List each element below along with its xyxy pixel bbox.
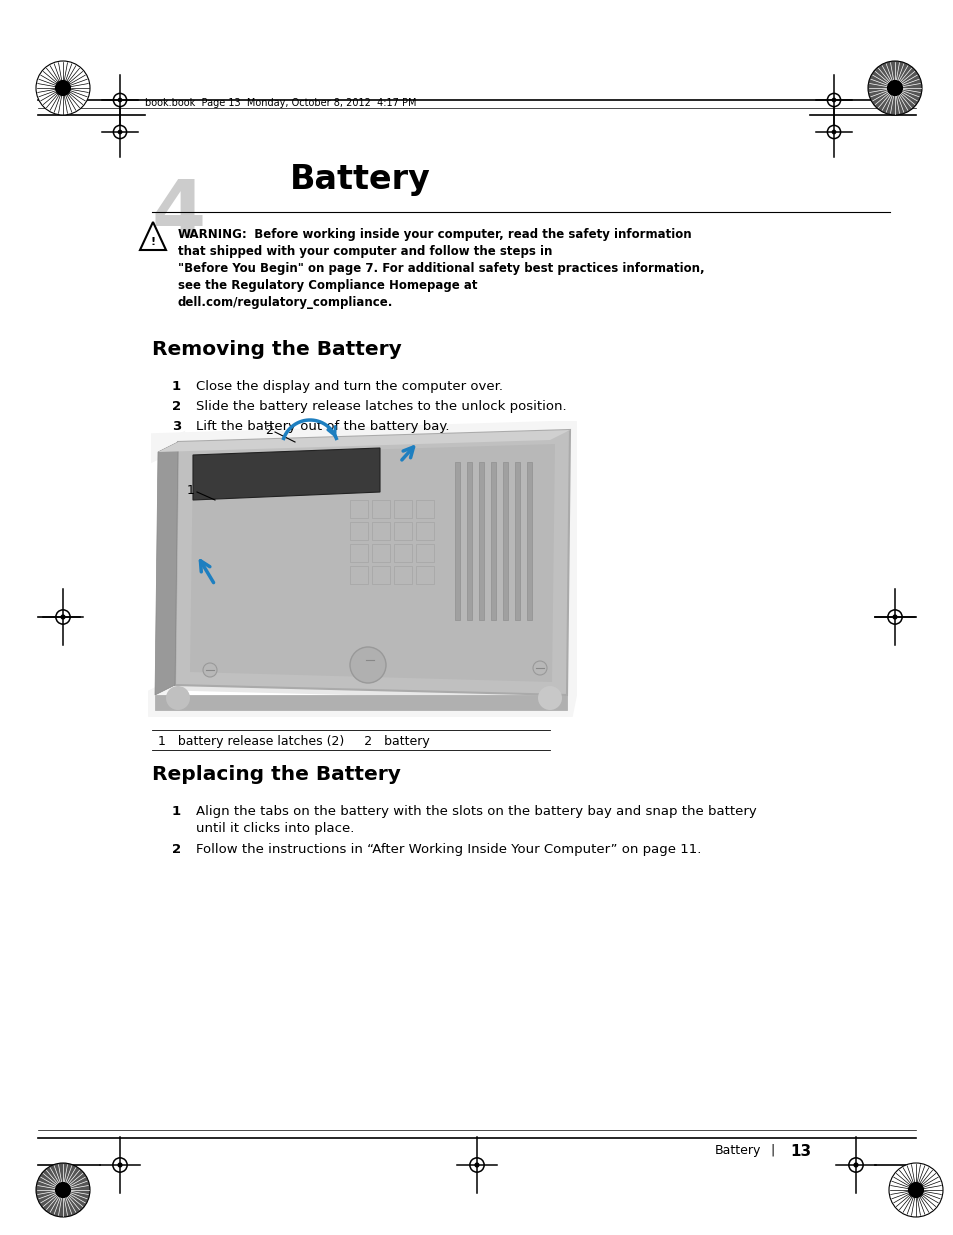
Circle shape [888,1163,942,1216]
Text: until it clicks into place.: until it clicks into place. [195,823,354,835]
Circle shape [117,98,122,103]
Text: Battery: Battery [714,1144,760,1157]
Circle shape [117,1162,123,1167]
Polygon shape [478,462,483,620]
Polygon shape [174,430,569,695]
Circle shape [363,653,376,667]
Circle shape [831,98,836,103]
Circle shape [907,1182,923,1198]
Polygon shape [193,448,379,500]
Circle shape [55,80,71,96]
Circle shape [831,130,836,135]
Polygon shape [491,462,496,620]
Text: 1   battery release latches (2)     2   battery: 1 battery release latches (2) 2 battery [158,735,429,748]
Polygon shape [455,462,459,620]
Text: Replacing the Battery: Replacing the Battery [152,764,400,784]
Text: book.book  Page 13  Monday, October 8, 2012  4:17 PM: book.book Page 13 Monday, October 8, 201… [145,98,416,107]
Text: WARNING:: WARNING: [178,228,248,241]
Text: 3: 3 [172,420,181,433]
Polygon shape [502,462,507,620]
Text: !: ! [151,237,155,247]
Circle shape [166,685,190,710]
Circle shape [350,647,386,683]
Circle shape [36,1163,90,1216]
Circle shape [891,614,897,620]
Text: 1: 1 [172,805,181,818]
Circle shape [886,80,902,96]
Polygon shape [190,445,555,682]
Text: 2: 2 [172,844,181,856]
Circle shape [474,1162,479,1167]
Text: that shipped with your computer and follow the steps in: that shipped with your computer and foll… [178,245,552,258]
Text: "Before You Begin" on page 7. For additional safety best practices information,: "Before You Begin" on page 7. For additi… [178,262,704,275]
Text: Battery: Battery [290,163,431,196]
Text: 2: 2 [172,400,181,412]
Circle shape [60,614,66,620]
Circle shape [203,663,216,677]
Text: Follow the instructions in “After Working Inside Your Computer” on page 11.: Follow the instructions in “After Workin… [195,844,700,856]
Text: 13: 13 [789,1144,810,1158]
Text: Close the display and turn the computer over.: Close the display and turn the computer … [195,380,502,393]
Text: see the Regulatory Compliance Homepage at: see the Regulatory Compliance Homepage a… [178,279,477,291]
Text: |: | [769,1144,774,1157]
Polygon shape [154,695,566,710]
Text: Slide the battery release latches to the unlock position.: Slide the battery release latches to the… [195,400,566,412]
Text: dell.com/regulatory_compliance.: dell.com/regulatory_compliance. [178,296,393,309]
Circle shape [867,61,921,115]
Polygon shape [526,462,532,620]
Text: 2: 2 [265,424,273,436]
Text: Removing the Battery: Removing the Battery [152,340,401,359]
Circle shape [853,1162,858,1167]
Circle shape [537,685,561,710]
Polygon shape [154,442,178,695]
Polygon shape [467,462,472,620]
Circle shape [36,61,90,115]
Text: 1: 1 [172,380,181,393]
Text: Before working inside your computer, read the safety information: Before working inside your computer, rea… [246,228,691,241]
Polygon shape [515,462,519,620]
Text: 4: 4 [152,175,206,251]
Circle shape [55,1182,71,1198]
Text: 1: 1 [187,483,194,496]
Circle shape [533,661,546,676]
Polygon shape [158,430,569,452]
Text: Lift the battery out of the battery bay.: Lift the battery out of the battery bay. [195,420,449,433]
Text: Align the tabs on the battery with the slots on the battery bay and snap the bat: Align the tabs on the battery with the s… [195,805,756,818]
Circle shape [117,130,122,135]
